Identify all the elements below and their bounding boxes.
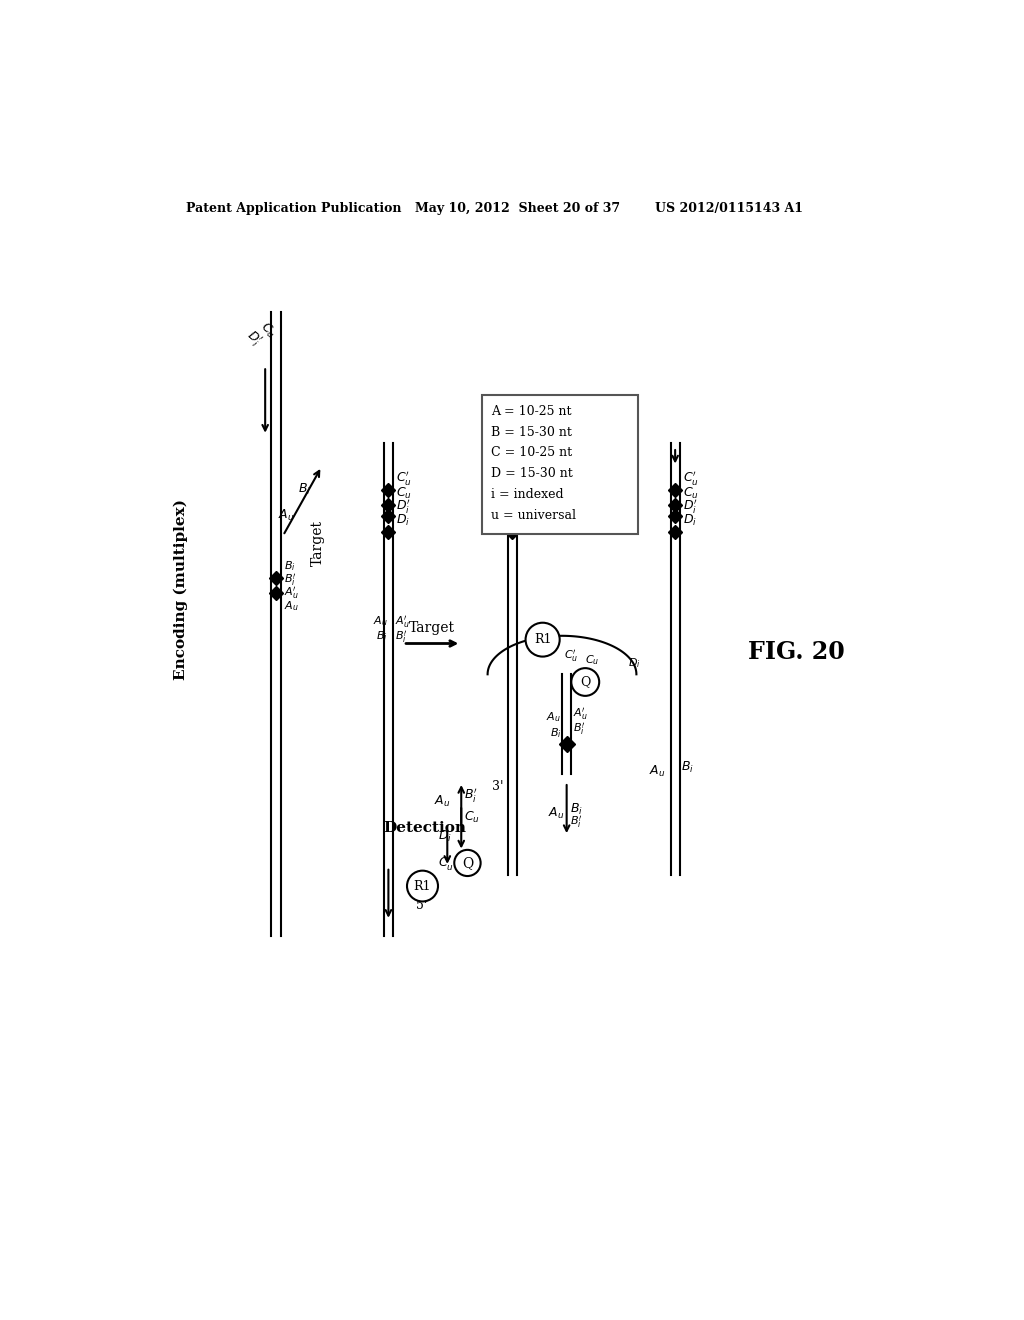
Text: R1: R1	[534, 634, 551, 647]
Text: C = 10-25 nt: C = 10-25 nt	[490, 446, 571, 459]
Text: $A_u'$: $A_u'$	[394, 614, 410, 630]
Text: $D_i$: $D_i$	[438, 829, 452, 843]
Text: Encoding (multiplex): Encoding (multiplex)	[173, 499, 187, 680]
FancyBboxPatch shape	[482, 395, 638, 535]
Text: $B_i'$: $B_i'$	[394, 628, 407, 645]
Text: Q: Q	[580, 676, 591, 689]
Text: $C_u$: $C_u$	[520, 486, 536, 502]
Circle shape	[525, 623, 560, 656]
Text: B = 15-30 nt: B = 15-30 nt	[490, 425, 571, 438]
Text: $C_u'$: $C_u'$	[396, 470, 412, 487]
Text: Detection: Detection	[384, 821, 467, 836]
Text: $C_u'$: $C_u'$	[563, 648, 578, 664]
Text: Patent Application Publication: Patent Application Publication	[186, 202, 401, 215]
Text: Target: Target	[410, 620, 456, 635]
Text: $B_i$: $B_i$	[299, 482, 311, 498]
Text: D = 15-30 nt: D = 15-30 nt	[490, 467, 572, 480]
Text: FIG. 20: FIG. 20	[748, 640, 845, 664]
Text: 5': 5'	[417, 899, 428, 912]
Text: u = universal: u = universal	[490, 508, 575, 521]
Text: Q: Q	[462, 855, 473, 870]
Text: $B_i$: $B_i$	[681, 759, 694, 775]
Text: $B_i'$: $B_i'$	[572, 721, 586, 738]
Circle shape	[455, 850, 480, 876]
Text: $B_i'$: $B_i'$	[464, 787, 477, 805]
Text: $C_u$: $C_u$	[257, 319, 280, 341]
Text: $C_u$: $C_u$	[683, 486, 698, 502]
Text: $B_i'$: $B_i'$	[284, 572, 296, 587]
Text: $B_i$: $B_i$	[569, 803, 583, 817]
Text: A = 10-25 nt: A = 10-25 nt	[490, 405, 571, 418]
Text: $A_u$: $A_u$	[547, 710, 561, 725]
Text: $D_i$: $D_i$	[520, 513, 535, 528]
Text: $D_i$: $D_i$	[628, 656, 641, 671]
Text: R1: R1	[414, 879, 431, 892]
Text: $C_u'$: $C_u'$	[438, 854, 454, 873]
Text: $A_u$: $A_u$	[434, 795, 451, 809]
Text: $A_u$: $A_u$	[278, 508, 294, 523]
Text: $B_i$: $B_i$	[284, 558, 296, 573]
Text: $A_u$: $A_u$	[284, 599, 299, 612]
Text: $A_u'$: $A_u'$	[284, 585, 299, 601]
Text: $C_u'$: $C_u'$	[683, 470, 698, 487]
Text: $D_i'$: $D_i'$	[242, 327, 265, 350]
Circle shape	[571, 668, 599, 696]
Circle shape	[407, 871, 438, 902]
Text: $A_u'$: $A_u'$	[572, 706, 588, 722]
Text: $D_i$: $D_i$	[683, 513, 697, 528]
Text: $A_u$: $A_u$	[548, 805, 564, 821]
Text: $B_i$: $B_i$	[550, 726, 562, 739]
Text: $D_i'$: $D_i'$	[520, 498, 535, 516]
Text: $C_u'$: $C_u'$	[520, 470, 536, 487]
Text: $C_u$: $C_u$	[464, 809, 479, 825]
Text: $D_i'$: $D_i'$	[396, 498, 411, 516]
Text: Target: Target	[311, 520, 325, 566]
Text: $A_u$: $A_u$	[649, 763, 666, 779]
Text: May 10, 2012  Sheet 20 of 37: May 10, 2012 Sheet 20 of 37	[415, 202, 620, 215]
Text: $B_i$: $B_i$	[376, 630, 388, 643]
Text: i = indexed: i = indexed	[490, 488, 563, 502]
Text: $B_i'$: $B_i'$	[569, 813, 583, 830]
Text: $D_i'$: $D_i'$	[683, 498, 697, 516]
Text: $C_u$: $C_u$	[396, 486, 412, 502]
Text: $A_u$: $A_u$	[373, 614, 388, 628]
Text: $D_i$: $D_i$	[396, 513, 411, 528]
Text: US 2012/0115143 A1: US 2012/0115143 A1	[655, 202, 803, 215]
Text: $C_u$: $C_u$	[586, 653, 600, 667]
Text: 3': 3'	[493, 780, 504, 793]
